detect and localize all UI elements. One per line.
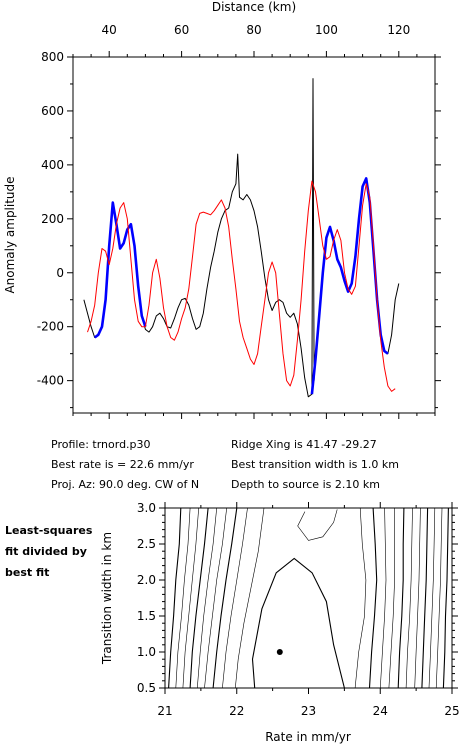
top-y-tick-label: 200 <box>41 212 64 226</box>
series-line-0 <box>83 78 400 398</box>
best-fit-marker-group <box>276 649 283 655</box>
contour-line-20 <box>435 507 443 689</box>
bottom-x-tick-label: 24 <box>373 704 388 718</box>
contour-line-21 <box>442 507 449 689</box>
top-y-tick-label: 0 <box>56 266 64 280</box>
bottom-y-tick-label: 1.5 <box>137 609 156 623</box>
top-y-tick-label: -400 <box>37 374 64 388</box>
contour-line-16 <box>405 507 413 689</box>
best-fit-marker <box>276 649 283 655</box>
series-line-1 <box>93 201 147 339</box>
anomaly-profile-chart: Distance (km) Anomaly amplitude 40 60 80 10… <box>3 0 441 419</box>
contour-lines <box>168 507 449 689</box>
contour-line-3 <box>189 507 209 689</box>
annotation-best-width: Best transition width is 1.0 km <box>231 458 399 471</box>
top-y-tick-label: 800 <box>41 50 64 64</box>
bottom-plot-frame <box>164 507 453 689</box>
bottom-x-ticks: 21 22 23 24 25 <box>157 502 460 718</box>
bottom-x-axis-label: Rate in mm/yr <box>265 730 351 744</box>
contour-line-9 <box>251 557 345 689</box>
contour-line-7 <box>222 507 248 689</box>
contour-line-18 <box>421 507 429 689</box>
bottom-y-tick-label: 0.5 <box>137 681 156 695</box>
top-x-tick-label: 60 <box>174 23 189 37</box>
annotation-best-rate: Best rate is = 22.6 mm/yr <box>51 458 194 471</box>
top-y-tick-label: 400 <box>41 158 64 172</box>
annotation-ridge-xing: Ridge Xing is 41.47 -29.27 <box>231 438 377 451</box>
bottom-x-tick-label: 21 <box>157 704 172 718</box>
side-label-line-3: best fit <box>5 566 49 579</box>
top-x-tick-label: 100 <box>315 23 338 37</box>
contour-line-2 <box>182 507 199 689</box>
contour-line-4 <box>197 507 217 689</box>
bottom-x-tick-label: 23 <box>301 704 316 718</box>
top-y-ticks: -400 -200 0 200 400 600 800 <box>37 50 441 409</box>
misfit-contour-chart: Rate in mm/yr Transition width in km 21 2… <box>100 501 460 744</box>
contour-line-14 <box>388 508 395 689</box>
contour-line-10 <box>297 509 338 541</box>
contour-line-12 <box>368 507 378 689</box>
contour-line-8 <box>235 507 265 689</box>
bottom-y-axis-label: Transition width in km <box>100 532 114 665</box>
top-x-tick-label: 40 <box>102 23 117 37</box>
contour-line-19 <box>428 507 436 689</box>
annotation-depth: Depth to source is 2.10 km <box>231 478 380 491</box>
contour-line-6 <box>212 507 238 689</box>
top-plot-frame <box>72 56 436 414</box>
top-x-axis-label: Distance (km) <box>212 0 296 14</box>
contour-line-5 <box>204 507 227 689</box>
contour-line-1 <box>175 507 191 689</box>
top-x-tick-label: 80 <box>246 23 261 37</box>
top-y-axis-label: Anomaly amplitude <box>3 176 17 293</box>
side-label-line-2: fit divided by <box>5 545 87 558</box>
bottom-x-tick-label: 25 <box>444 704 459 718</box>
contour-line-15 <box>397 507 405 689</box>
bottom-y-ticks: 0.5 1.0 1.5 2.0 2.5 3.0 <box>137 501 458 695</box>
contour-line-11 <box>354 507 367 689</box>
contour-line-13 <box>380 507 387 689</box>
top-x-ticks: 40 60 80 100 120 <box>72 23 436 419</box>
annotation-block: Profile: trnord.p30 Best rate is = 22.6 … <box>51 438 399 491</box>
top-series-group <box>83 78 400 398</box>
annotation-proj-az: Proj. Az: 90.0 deg. CW of N <box>51 478 199 491</box>
contour-line-17 <box>414 507 421 689</box>
top-x-tick-label: 120 <box>387 23 410 37</box>
side-label-line-1: Least-squares <box>5 524 93 537</box>
annotation-profile: Profile: trnord.p30 <box>51 438 151 451</box>
top-y-tick-label: 600 <box>41 104 64 118</box>
series-line-3 <box>87 180 396 392</box>
contour-line-0 <box>168 507 182 689</box>
bottom-y-tick-label: 2.0 <box>137 573 156 587</box>
bottom-y-tick-label: 1.0 <box>137 645 156 659</box>
side-label: Least-squares fit divided by best fit <box>5 524 93 579</box>
bottom-x-tick-label: 22 <box>229 704 244 718</box>
bottom-y-tick-label: 2.5 <box>137 537 156 551</box>
top-y-tick-label: -200 <box>37 320 64 334</box>
bottom-y-tick-label: 3.0 <box>137 501 156 515</box>
